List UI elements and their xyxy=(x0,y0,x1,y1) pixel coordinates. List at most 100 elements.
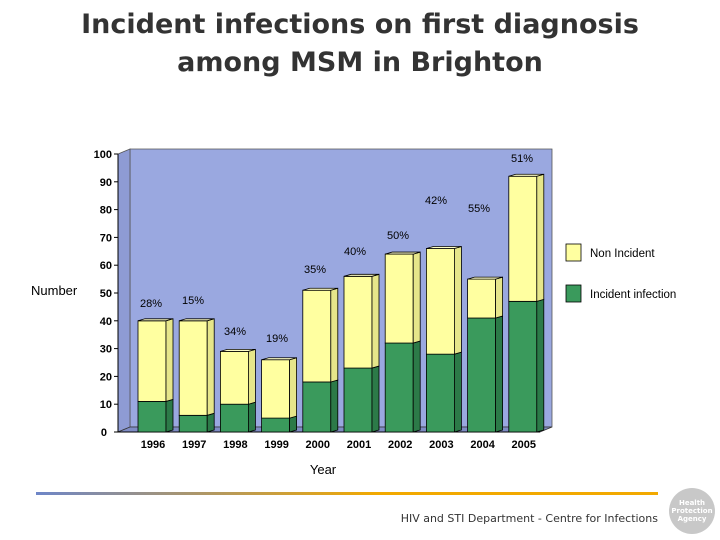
bar-non-incident-side xyxy=(247,348,256,405)
percent-label: 34% xyxy=(224,326,246,338)
y-tick-label: 40 xyxy=(100,316,112,328)
y-axis-title: Number xyxy=(31,283,78,298)
bar-non-incident xyxy=(467,276,504,319)
percent-label: 28% xyxy=(140,298,162,310)
y-tick-label: 70 xyxy=(100,232,112,244)
bar-non-incident xyxy=(384,251,421,344)
y-tick-label: 90 xyxy=(100,177,112,189)
legend-label: Non Incident xyxy=(590,248,655,260)
x-tick-label: 1998 xyxy=(223,439,247,451)
x-tick-label: 2003 xyxy=(429,439,453,451)
y-tick-label: 100 xyxy=(94,149,112,161)
bar-non-incident xyxy=(343,273,380,369)
bar-incident xyxy=(302,379,339,433)
bar-non-incident-side xyxy=(536,173,545,302)
bar-non-incident-front xyxy=(137,320,167,402)
stacked-bar-chart: 0 10 20 30 40 50 60 70 80 90 100 Number 1996 1997 1998… xyxy=(31,148,676,477)
title-line-2: among MSM in Brighton xyxy=(177,47,543,78)
bar-non-incident-front xyxy=(343,275,373,369)
slide-title: Incident infections on first diagnosis a… xyxy=(0,6,720,82)
legend-swatch xyxy=(565,284,582,303)
bar-non-incident xyxy=(261,357,298,419)
bar-incident-front xyxy=(302,381,332,433)
bar-non-incident-front xyxy=(384,253,414,344)
bar-incident-side xyxy=(371,365,380,433)
x-tick-label: 2002 xyxy=(388,439,412,451)
bar-incident-front xyxy=(178,414,208,433)
bar-non-incident-front xyxy=(219,350,249,405)
footer-divider xyxy=(36,492,658,495)
bar-incident-side xyxy=(247,401,256,433)
bar-non-incident xyxy=(425,245,462,355)
bar-incident-side xyxy=(412,340,421,433)
percent-label: 35% xyxy=(304,264,326,276)
bar-non-incident-side xyxy=(289,357,298,419)
x-tick-label: 1997 xyxy=(182,439,206,451)
bar-incident-side xyxy=(495,315,504,433)
percent-label: 19% xyxy=(266,333,288,345)
bar-incident-side xyxy=(453,351,462,433)
bar-non-incident xyxy=(137,318,174,402)
y-tick-label: 10 xyxy=(100,399,112,411)
bar-non-incident-front xyxy=(302,289,332,383)
bar-incident xyxy=(137,398,174,433)
hpa-logo-text: Health Protection Agency xyxy=(671,499,713,523)
y-tick-label: 20 xyxy=(100,371,112,383)
bar-non-incident-side xyxy=(371,273,380,369)
bar-non-incident-side xyxy=(165,318,174,402)
x-axis-title: Year xyxy=(310,462,337,477)
bar-non-incident-front xyxy=(467,278,497,319)
y-tick-label: 80 xyxy=(100,205,112,217)
percent-label: 42% xyxy=(425,195,447,207)
title-line-1: Incident infections on first diagnosis xyxy=(81,9,639,40)
y-tick-label: 30 xyxy=(100,344,112,356)
percent-label: 40% xyxy=(344,246,366,258)
bar-non-incident-side xyxy=(412,251,421,344)
y-tick-label: 0 xyxy=(101,427,107,439)
bar-non-incident-side xyxy=(495,276,504,319)
bar-non-incident-top xyxy=(508,173,544,177)
bar-incident-side xyxy=(165,398,174,433)
bar-non-incident-top xyxy=(343,273,380,277)
bar-non-incident-front xyxy=(425,248,455,355)
percent-label: 55% xyxy=(468,203,490,215)
x-tick-label: 2000 xyxy=(306,439,330,451)
bar-incident-front xyxy=(384,342,414,433)
x-tick-label: 1999 xyxy=(264,439,288,451)
bar-incident-side xyxy=(206,412,215,433)
bar-non-incident xyxy=(219,348,256,405)
x-tick-label: 2005 xyxy=(512,439,536,451)
bar-incident-front xyxy=(137,401,167,433)
x-tick-label: 2001 xyxy=(347,439,371,451)
bar-non-incident-side xyxy=(206,318,215,416)
percent-label: 51% xyxy=(511,153,533,165)
bar-incident xyxy=(178,412,215,433)
bar-incident-front xyxy=(425,353,455,433)
x-tick-label: 1996 xyxy=(141,439,165,451)
bar-incident xyxy=(384,340,421,433)
bar-non-incident-top xyxy=(467,276,503,280)
bar-incident-side xyxy=(330,379,339,433)
bar-non-incident-top xyxy=(302,287,338,291)
bar-non-incident xyxy=(178,318,215,416)
bar-non-incident-front xyxy=(261,359,291,419)
bar-incident xyxy=(508,298,545,433)
bar-non-incident-top xyxy=(137,318,174,322)
bar-non-incident-top xyxy=(179,318,215,322)
bar-incident-front xyxy=(343,367,373,433)
bar-non-incident-top xyxy=(426,246,462,249)
legend-label: Incident infection xyxy=(590,289,676,301)
bar-incident-front xyxy=(508,300,538,433)
bar-non-incident-front xyxy=(508,175,538,302)
bar-non-incident-top xyxy=(261,357,297,361)
bar-incident-side xyxy=(289,415,298,433)
bar-non-incident-front xyxy=(178,320,208,416)
x-tick-label: 2004 xyxy=(470,439,495,451)
bar-non-incident xyxy=(302,287,339,383)
hpa-logo: Health Protection Agency xyxy=(669,488,715,534)
bar-non-incident-side xyxy=(453,245,462,355)
bar-non-incident-top xyxy=(385,251,421,255)
legend-swatch xyxy=(565,243,582,262)
bar-non-incident-top xyxy=(220,348,256,352)
